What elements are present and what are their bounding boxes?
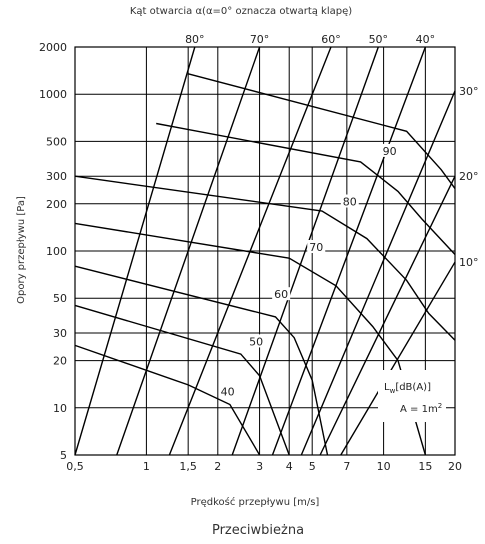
y-tick-label: 20	[53, 355, 67, 368]
angle-lines: 80° 70° 60° 50° 40° 30° 20° 10°	[74, 33, 479, 456]
x-tick-label: 5	[309, 460, 316, 473]
angle-line	[340, 261, 456, 456]
chart-title: Kąt otwarcia α(α=0° oznacza otwartą klap…	[130, 6, 352, 17]
x-tick-label: 15	[418, 460, 432, 473]
angle-line	[116, 46, 261, 456]
angle-label: 50°	[369, 33, 389, 46]
x-tick-label: 20	[448, 460, 462, 473]
noise-label-bg	[380, 143, 399, 157]
y-tick-label: 10	[53, 402, 67, 415]
angle-line	[271, 46, 427, 456]
y-tick-label: 50	[53, 292, 67, 305]
tick-labels: 0,5 1 1,5 2 3 4 5 7 10 15 20 5 10 20 30 50 100 200 300 500 1…	[39, 41, 462, 473]
noise-label: 90	[383, 145, 397, 158]
noise-label-bg	[340, 194, 359, 208]
angle-label: 30°	[459, 85, 479, 98]
angle-line	[168, 46, 332, 456]
noise-line	[74, 304, 290, 456]
angle-label: 40°	[416, 33, 436, 46]
noise-line	[74, 344, 261, 456]
y-tick-label: 2000	[39, 41, 67, 54]
x-tick-label: 3	[256, 460, 263, 473]
x-tick-label: 1,5	[179, 460, 197, 473]
y-tick-label: 200	[46, 198, 67, 211]
noise-label: 80	[343, 196, 357, 209]
y-axis-title: Opory przepływu [Pa]	[16, 196, 27, 304]
noise-label: 70	[309, 241, 323, 254]
legend-note: Lw[dB(A)] A = 1m2	[378, 370, 446, 422]
angle-label: 10°	[459, 256, 479, 269]
noise-label-bg	[307, 240, 326, 253]
noise-label-bg	[272, 287, 291, 301]
x-tick-label: 10	[377, 460, 391, 473]
y-tick-label: 300	[46, 170, 67, 183]
angle-label: 80°	[185, 33, 205, 46]
y-tick-label: 100	[46, 245, 67, 258]
noise-line	[74, 265, 329, 456]
x-axis-title: Prędkość przepływu [m/s]	[191, 496, 320, 508]
y-tick-label: 30	[53, 327, 67, 340]
noise-label: 40	[221, 385, 235, 398]
x-tick-label: 1	[143, 460, 150, 473]
angle-line	[300, 90, 456, 456]
grid	[74, 46, 456, 456]
x-tick-label: 7	[343, 460, 350, 473]
legend-note-background	[378, 370, 446, 422]
y-tick-label: 5	[60, 449, 67, 462]
noise-label-bg	[247, 334, 266, 348]
legend-note-area: A = 1m2	[400, 402, 442, 415]
angle-line	[231, 46, 379, 456]
noise-label: 50	[249, 335, 263, 348]
angle-label: 20°	[459, 170, 479, 183]
noise-line	[188, 73, 456, 190]
x-tick-label: 4	[286, 460, 293, 473]
noise-label-bg	[218, 384, 237, 398]
y-tick-label: 500	[46, 135, 67, 148]
noise-label: 60	[274, 288, 288, 301]
y-tick-label: 1000	[39, 88, 67, 101]
angle-label: 70°	[250, 33, 270, 46]
x-tick-label: 0,5	[66, 460, 84, 473]
noise-lines: 40 50 60 70 80 90	[74, 73, 456, 456]
plot-frame	[74, 46, 456, 456]
angle-line	[74, 46, 196, 456]
noise-line	[74, 175, 456, 341]
angle-label: 60°	[321, 33, 341, 46]
angle-line	[319, 175, 456, 456]
chart-caption: Przeciwbieżna	[212, 523, 304, 538]
x-tick-label: 2	[214, 460, 221, 473]
legend-note-lw: Lw[dB(A)]	[384, 382, 431, 395]
noise-line	[156, 122, 456, 255]
